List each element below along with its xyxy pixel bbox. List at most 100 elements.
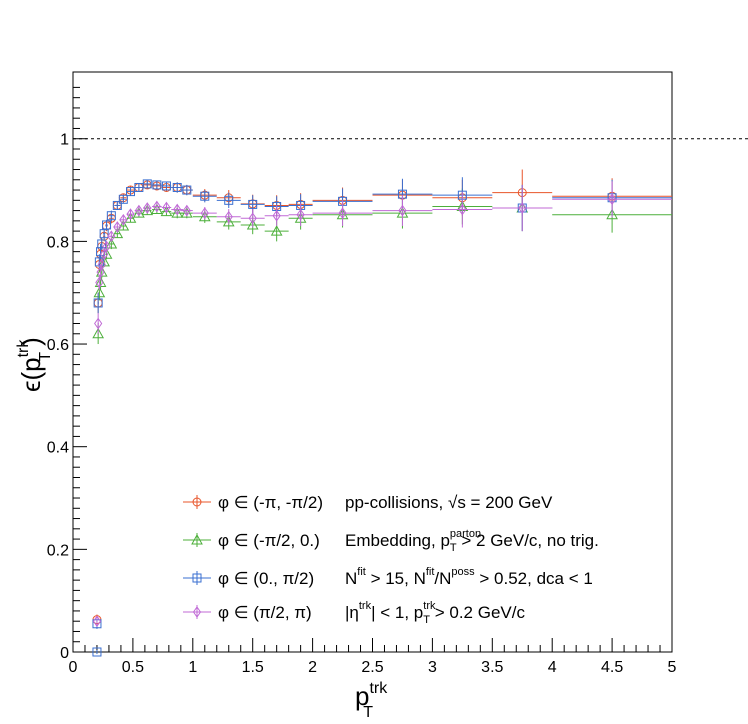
x-tick-label: 5 — [668, 659, 677, 676]
data-point — [118, 194, 128, 204]
legend-label: φ ∈ (-π, -π/2) — [218, 493, 323, 512]
y-tick-label: 1 — [60, 132, 69, 149]
data-point — [173, 203, 182, 216]
data-point — [126, 208, 135, 221]
data-point — [171, 207, 184, 218]
series-4 — [92, 181, 672, 628]
data-point — [92, 615, 102, 628]
data-point — [224, 210, 233, 223]
legend-label: φ ∈ (0., π/2) — [218, 569, 314, 588]
data-point — [172, 182, 182, 192]
data-point — [222, 215, 235, 227]
data-point — [119, 213, 128, 226]
x-tick-label: 1.5 — [242, 659, 264, 676]
data-point — [200, 191, 210, 201]
data-point — [248, 212, 257, 225]
x-tick-label: 2 — [308, 659, 317, 676]
y-axis-title-sup: trk — [15, 339, 32, 358]
data-point — [102, 240, 111, 253]
data-point — [182, 204, 191, 217]
data-point — [398, 204, 407, 217]
y-tick-label: 0.6 — [47, 337, 69, 354]
x-axis-title: ptrk T — [355, 680, 388, 721]
data-point — [134, 204, 144, 217]
data-point — [182, 185, 192, 195]
data-point — [296, 208, 305, 221]
x-tick-label: 3 — [428, 659, 437, 676]
x-tick-label: 4.5 — [601, 659, 623, 676]
tick-labels: 0 0.5 1 1.5 2 2.5 3 3.5 4 4.5 5 0 0.2 0.4 0.6 0.8 1 — [47, 132, 677, 676]
data-point — [102, 220, 112, 230]
data-point — [93, 286, 106, 298]
annotation-line: pp-collisions, √s = 200 GeV — [345, 493, 553, 512]
x-tick-label: 0.5 — [122, 659, 144, 676]
legend-marker — [192, 573, 202, 583]
data-point — [117, 219, 130, 231]
data-point — [607, 193, 617, 206]
x-axis-title-main: p — [355, 681, 369, 711]
legend-marker — [192, 606, 202, 618]
y-axis-title-sub: T — [37, 352, 54, 362]
data-point — [198, 210, 211, 222]
data-point — [224, 195, 234, 205]
annotation-line: Nfit > 15, Nfit/Nposs > 0.52, dca < 1 — [345, 566, 593, 588]
data-point — [97, 239, 107, 249]
annotation-line: Embedding, pparton T > 2 GeV/c, no trig. — [345, 528, 599, 554]
data-point — [96, 266, 105, 279]
y-axis-title-close: ) — [16, 337, 46, 346]
data-point — [143, 202, 152, 214]
data-point — [151, 203, 163, 215]
data-point — [246, 218, 259, 230]
axis-ticks — [72, 86, 673, 653]
data-point — [97, 258, 106, 271]
data-point — [162, 201, 171, 214]
data-series — [92, 169, 672, 657]
data-point — [248, 199, 258, 209]
data-point — [112, 200, 122, 210]
y-axis-title-main: ϵ(p — [16, 357, 46, 392]
y-tick-label: 0.4 — [47, 440, 69, 457]
legend-marker — [192, 497, 202, 507]
x-axis-title-sub: T — [363, 704, 373, 721]
legend-marker — [191, 533, 203, 545]
legend-label: φ ∈ (-π/2, 0.) — [218, 531, 320, 550]
data-point — [152, 180, 162, 190]
data-point — [100, 248, 109, 261]
data-point — [458, 203, 467, 216]
series-1 — [92, 169, 672, 625]
y-tick-label: 0.2 — [47, 542, 69, 559]
data-point — [95, 276, 104, 289]
y-axis-title: ϵ(ptrk T) — [15, 337, 54, 392]
y-tick-label: 0 — [60, 645, 69, 662]
data-point — [124, 212, 137, 223]
data-point — [338, 207, 347, 220]
data-point — [142, 179, 152, 189]
x-tick-label: 0 — [69, 659, 78, 676]
x-tick-label: 3.5 — [481, 659, 503, 676]
data-point — [270, 225, 283, 236]
data-point — [200, 207, 209, 220]
x-tick-label: 4 — [548, 659, 557, 676]
y-tick-label: 0.8 — [47, 234, 69, 251]
data-point — [105, 237, 118, 249]
data-point — [99, 229, 109, 239]
data-point — [113, 221, 122, 233]
data-point — [92, 647, 102, 657]
data-point — [93, 298, 103, 308]
data-point — [111, 227, 124, 239]
data-point — [606, 208, 618, 220]
x-axis-title-sup: trk — [369, 680, 388, 697]
data-point — [272, 209, 281, 222]
data-point — [518, 202, 527, 214]
data-point — [92, 327, 105, 339]
x-tick-label: 1 — [188, 659, 197, 676]
legend-label: φ ∈ (π/2, π) — [218, 603, 312, 622]
data-point — [107, 230, 116, 243]
x-tick-label: 2.5 — [361, 659, 383, 676]
data-point — [160, 205, 173, 217]
plot-frame — [72, 71, 673, 653]
data-point — [94, 317, 103, 330]
legend: φ ∈ (-π, -π/2) φ ∈ (-π/2, 0.) φ ∈ (0., π/2… — [183, 493, 599, 626]
data-point — [152, 200, 161, 213]
